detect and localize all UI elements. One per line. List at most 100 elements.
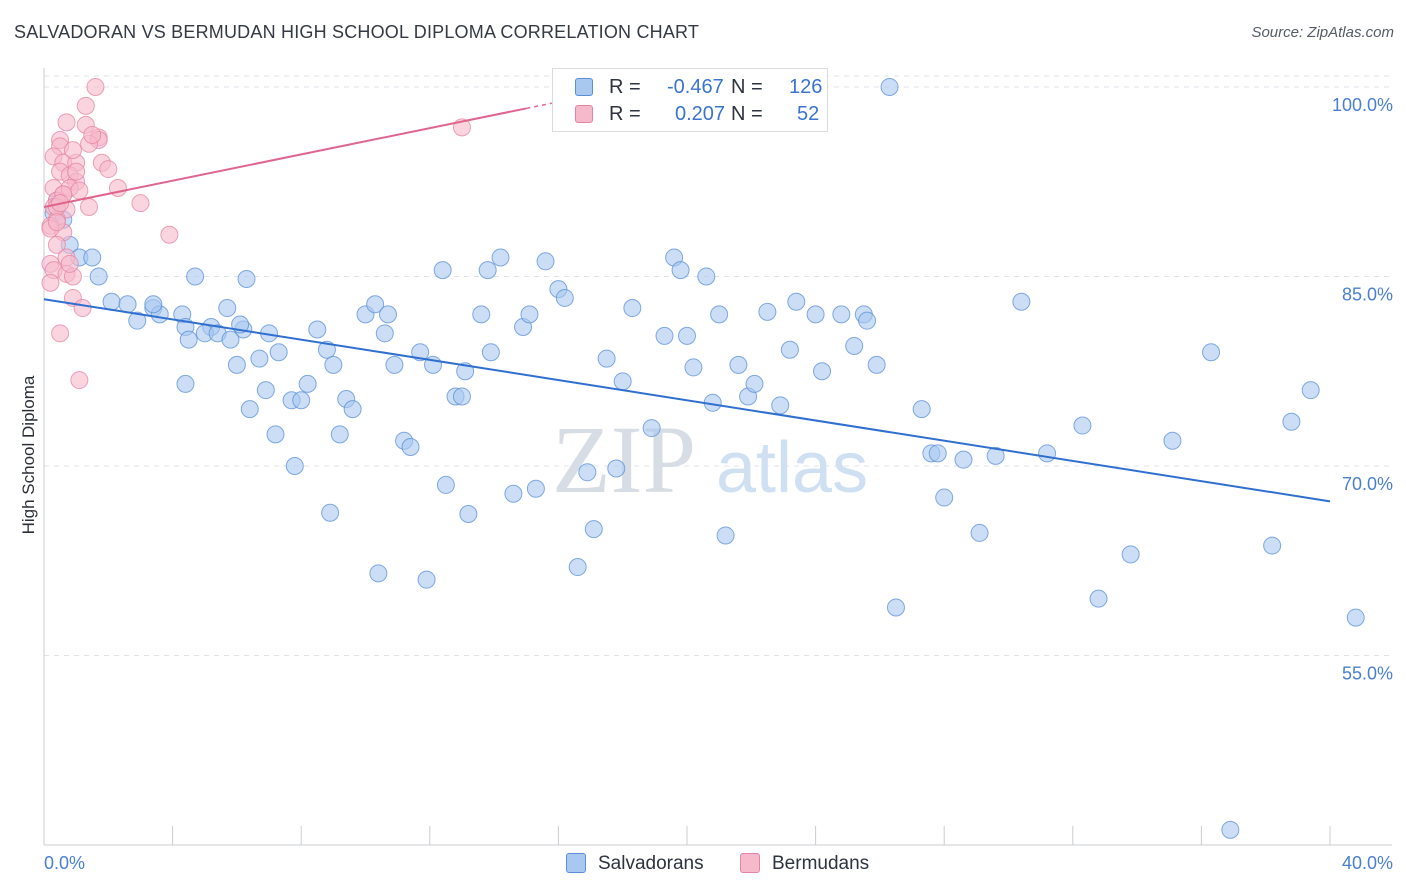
source-credit: Source: ZipAtlas.com	[1251, 24, 1394, 41]
bottom-legend-label: Salvadorans	[598, 853, 704, 874]
legend-n-value: 52	[797, 103, 820, 125]
salvadoran-point	[655, 326, 674, 345]
salvadoran-point	[436, 475, 455, 494]
legend-r-label: R =	[609, 76, 641, 98]
salvadoran-point	[780, 340, 799, 359]
salvadoran-point	[218, 299, 237, 318]
salvadoran-point	[584, 520, 603, 539]
salvadoran-point	[716, 526, 735, 545]
bottom-legend-swatch-blue	[566, 853, 586, 873]
bermudan-point	[73, 299, 92, 318]
y-axis-label: High School Diploma	[19, 375, 38, 534]
salvadoran-point	[472, 305, 491, 324]
bottom-legend-swatch-pink	[740, 853, 760, 873]
salvadoran-point	[758, 302, 777, 321]
bermudan-point	[76, 96, 95, 115]
series-salvadorans	[44, 77, 1365, 839]
salvadoran-point	[1301, 381, 1320, 400]
bermudan-point	[67, 162, 86, 181]
salvadoran-point	[642, 419, 661, 438]
salvadoran-point	[613, 372, 632, 391]
salvadoran-point	[83, 248, 102, 267]
bermudan-point	[80, 197, 99, 216]
chart-title: SALVADORAN VS BERMUDAN HIGH SCHOOL DIPLO…	[14, 22, 700, 42]
salvadoran-point	[1073, 416, 1092, 435]
salvadoran-point	[729, 355, 748, 374]
salvadoran-point	[928, 444, 947, 463]
legend-n-label: N =	[731, 103, 763, 125]
salvadoran-point	[321, 503, 340, 522]
salvadoran-point	[954, 450, 973, 469]
salvadoran-point	[250, 349, 269, 368]
salvadoran-point	[568, 558, 587, 577]
trendlines	[43, 102, 1331, 503]
salvadoran-point	[308, 320, 327, 339]
salvadoran-point	[745, 374, 764, 393]
salvadoran-point	[1038, 444, 1057, 463]
salvadoran-point	[536, 252, 555, 271]
bermudan-point	[70, 181, 89, 200]
salvadoran-point	[1089, 589, 1108, 608]
bermudan-point	[41, 273, 60, 292]
bermudan-trendline-extension	[526, 102, 553, 110]
salvadoran-point	[555, 288, 574, 307]
salvadoran-point	[401, 438, 420, 457]
legend-r-label: R =	[609, 103, 641, 125]
legend-swatch-blue	[575, 78, 593, 96]
salvadoran-point	[1012, 292, 1031, 311]
salvadoran-point	[433, 261, 452, 280]
tick-labels: 100.0% 85.0% 70.0% 55.0% 0.0% 40.0%	[44, 95, 1393, 873]
salvadoran-point	[176, 374, 195, 393]
legend-n-value: 126	[789, 76, 823, 98]
salvadoran-point	[1263, 536, 1282, 555]
salvadoran-point	[179, 330, 198, 349]
salvadoran-point	[813, 362, 832, 381]
bottom-legend-label: Bermudans	[772, 853, 870, 874]
legend-r-value: 0.207	[675, 103, 726, 125]
salvadoran-point	[221, 330, 240, 349]
bermudan-point	[57, 113, 76, 132]
watermark-atlas: atlas	[716, 428, 868, 508]
salvadoran-point	[880, 77, 899, 96]
salvadoran-point	[369, 564, 388, 583]
salvadoran-trendline	[43, 298, 1331, 503]
salvadoran-point	[186, 267, 205, 286]
salvadoran-point	[623, 299, 642, 318]
salvadoran-point	[417, 570, 436, 589]
salvadoran-point	[1202, 343, 1221, 362]
salvadoran-point	[1221, 820, 1240, 839]
salvadoran-point	[1163, 431, 1182, 450]
salvadoran-point	[526, 479, 545, 498]
x-tick-label: 40.0%	[1342, 853, 1393, 873]
bermudan-point	[131, 194, 150, 213]
legend-swatch-pink	[575, 105, 593, 123]
salvadoran-point	[227, 355, 246, 374]
y-tick-label: 100.0%	[1332, 95, 1393, 115]
y-tick-label: 70.0%	[1342, 474, 1393, 494]
series-bermudans	[41, 77, 471, 390]
watermark: ZIP atlas	[552, 406, 868, 513]
bermudan-point	[63, 141, 82, 160]
salvadoran-point	[411, 343, 430, 362]
salvadoran-point	[118, 295, 137, 314]
salvadoran-point	[578, 463, 597, 482]
bermudan-point	[70, 371, 89, 390]
salvadoran-point	[375, 324, 394, 343]
salvadoran-point	[710, 305, 729, 324]
salvadoran-point	[1346, 608, 1365, 627]
salvadoran-point	[597, 349, 616, 368]
salvadoran-point	[491, 248, 510, 267]
salvadoran-point	[697, 267, 716, 286]
salvadoran-point	[343, 400, 362, 419]
bermudan-point	[47, 213, 66, 232]
x-tick-label: 0.0%	[44, 853, 85, 873]
salvadoran-point	[478, 261, 497, 280]
salvadoran-point	[269, 343, 288, 362]
salvadoran-point	[366, 295, 385, 314]
salvadoran-point	[379, 305, 398, 324]
salvadoran-point	[285, 456, 304, 475]
salvadoran-point	[256, 381, 275, 400]
salvadoran-point	[330, 425, 349, 444]
salvadoran-point	[867, 355, 886, 374]
